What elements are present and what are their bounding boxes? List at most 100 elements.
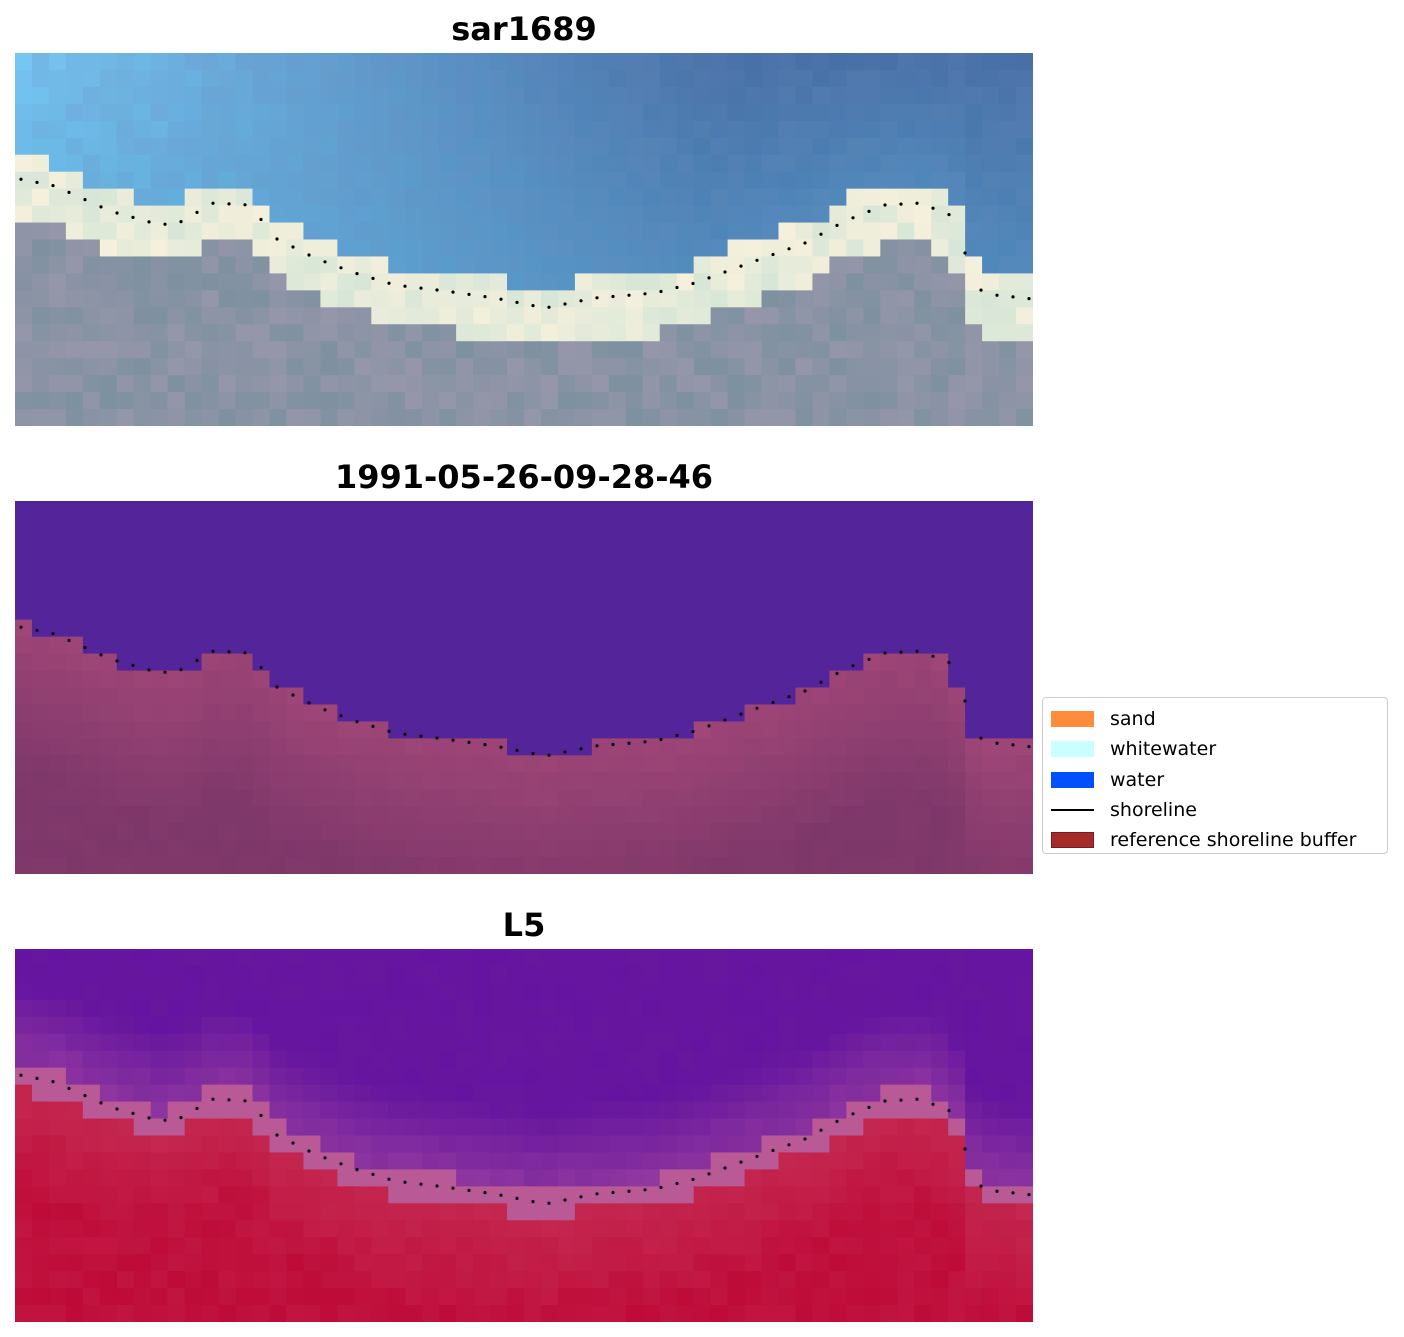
raster-cell bbox=[269, 273, 288, 291]
raster-cell bbox=[456, 1220, 474, 1238]
raster-cell bbox=[914, 965, 932, 984]
raster-cell bbox=[201, 103, 220, 122]
raster-cell bbox=[490, 949, 508, 967]
raster-cell bbox=[897, 358, 915, 376]
raster-cell bbox=[524, 965, 542, 984]
raster-cell bbox=[727, 551, 746, 570]
raster-cell bbox=[337, 120, 355, 139]
raster-cell bbox=[863, 738, 881, 756]
raster-cell bbox=[439, 86, 457, 105]
raster-cell bbox=[184, 721, 203, 739]
raster-cell bbox=[31, 670, 50, 689]
raster-cell bbox=[473, 636, 491, 655]
raster-cell bbox=[490, 636, 508, 655]
raster-cell bbox=[608, 341, 627, 359]
raster-cell bbox=[897, 290, 915, 308]
raster-cell bbox=[693, 341, 712, 359]
raster-cell bbox=[116, 307, 135, 325]
raster-cell bbox=[269, 721, 288, 739]
raster-cell bbox=[507, 1288, 525, 1306]
raster-cell bbox=[201, 585, 220, 604]
raster-cell bbox=[303, 120, 321, 139]
raster-cell bbox=[846, 755, 864, 773]
shoreline-point bbox=[275, 1133, 279, 1137]
raster-cell bbox=[897, 1033, 915, 1052]
raster-cell bbox=[863, 1050, 881, 1069]
raster-cell bbox=[184, 1220, 203, 1238]
raster-cell bbox=[761, 53, 780, 71]
raster-cell bbox=[625, 188, 644, 207]
raster-cell bbox=[150, 120, 169, 139]
raster-cell bbox=[456, 1152, 474, 1170]
raster-cell bbox=[812, 137, 830, 156]
raster-cell bbox=[252, 69, 271, 88]
raster-cell bbox=[948, 636, 966, 655]
raster-cell bbox=[269, 86, 288, 105]
raster-cell bbox=[286, 1237, 305, 1255]
raster-cell bbox=[829, 636, 847, 655]
raster-cell bbox=[812, 341, 830, 359]
raster-cell bbox=[846, 949, 864, 967]
raster-cell bbox=[540, 602, 559, 621]
raster-cell bbox=[167, 375, 186, 393]
raster-cell bbox=[574, 949, 593, 967]
raster-cell bbox=[914, 137, 932, 156]
raster-cell bbox=[439, 341, 457, 359]
raster-cell bbox=[659, 534, 678, 553]
raster-cell bbox=[948, 273, 966, 291]
raster-cell bbox=[931, 409, 949, 426]
raster-cell bbox=[184, 1169, 203, 1187]
raster-cell bbox=[303, 653, 321, 672]
raster-cell bbox=[812, 222, 830, 241]
raster-cell bbox=[490, 982, 508, 1001]
raster-cell bbox=[439, 1016, 457, 1035]
raster-cell bbox=[829, 704, 847, 722]
raster-cell bbox=[557, 1305, 576, 1322]
raster-cell bbox=[507, 949, 525, 967]
raster-cell bbox=[846, 517, 864, 536]
shoreline-point bbox=[1011, 743, 1015, 747]
raster-cell bbox=[540, 653, 559, 672]
raster-cell bbox=[846, 857, 864, 874]
raster-cell bbox=[880, 273, 898, 291]
raster-cell bbox=[320, 1016, 338, 1035]
raster-cell bbox=[269, 324, 288, 342]
raster-cell bbox=[303, 409, 321, 426]
raster-cell bbox=[676, 704, 695, 722]
raster-cell bbox=[150, 409, 169, 426]
raster-cell bbox=[574, 1169, 593, 1187]
raster-cell bbox=[524, 324, 542, 342]
raster-cell bbox=[422, 86, 440, 105]
raster-cell bbox=[133, 324, 152, 342]
raster-cell bbox=[65, 568, 84, 587]
raster-cell bbox=[863, 307, 881, 325]
raster-cell bbox=[625, 392, 644, 410]
raster-cell bbox=[982, 840, 1000, 858]
raster-cell bbox=[914, 239, 932, 258]
raster-cell bbox=[625, 53, 644, 71]
shoreline-point bbox=[595, 296, 599, 300]
raster-cell bbox=[65, 999, 84, 1018]
raster-cell bbox=[608, 534, 627, 553]
raster-cell bbox=[167, 1118, 186, 1137]
raster-cell bbox=[574, 273, 593, 291]
raster-cell bbox=[82, 205, 101, 224]
raster-cell bbox=[727, 239, 746, 258]
raster-cell bbox=[439, 137, 457, 156]
raster-cell bbox=[829, 324, 847, 342]
raster-cell bbox=[286, 205, 305, 224]
raster-cell bbox=[15, 1101, 33, 1120]
raster-cell bbox=[82, 568, 101, 587]
raster-cell bbox=[625, 86, 644, 105]
raster-cell bbox=[642, 670, 661, 689]
shoreline-point bbox=[227, 202, 231, 206]
raster-cell bbox=[337, 1169, 355, 1187]
raster-cell bbox=[642, 602, 661, 621]
raster-cell bbox=[150, 1084, 169, 1103]
raster-cell bbox=[693, 534, 712, 553]
raster-cell bbox=[914, 1220, 932, 1238]
raster-cell bbox=[846, 1084, 864, 1103]
raster-cell bbox=[1016, 137, 1033, 156]
raster-cell bbox=[82, 704, 101, 722]
raster-cell bbox=[354, 857, 372, 874]
